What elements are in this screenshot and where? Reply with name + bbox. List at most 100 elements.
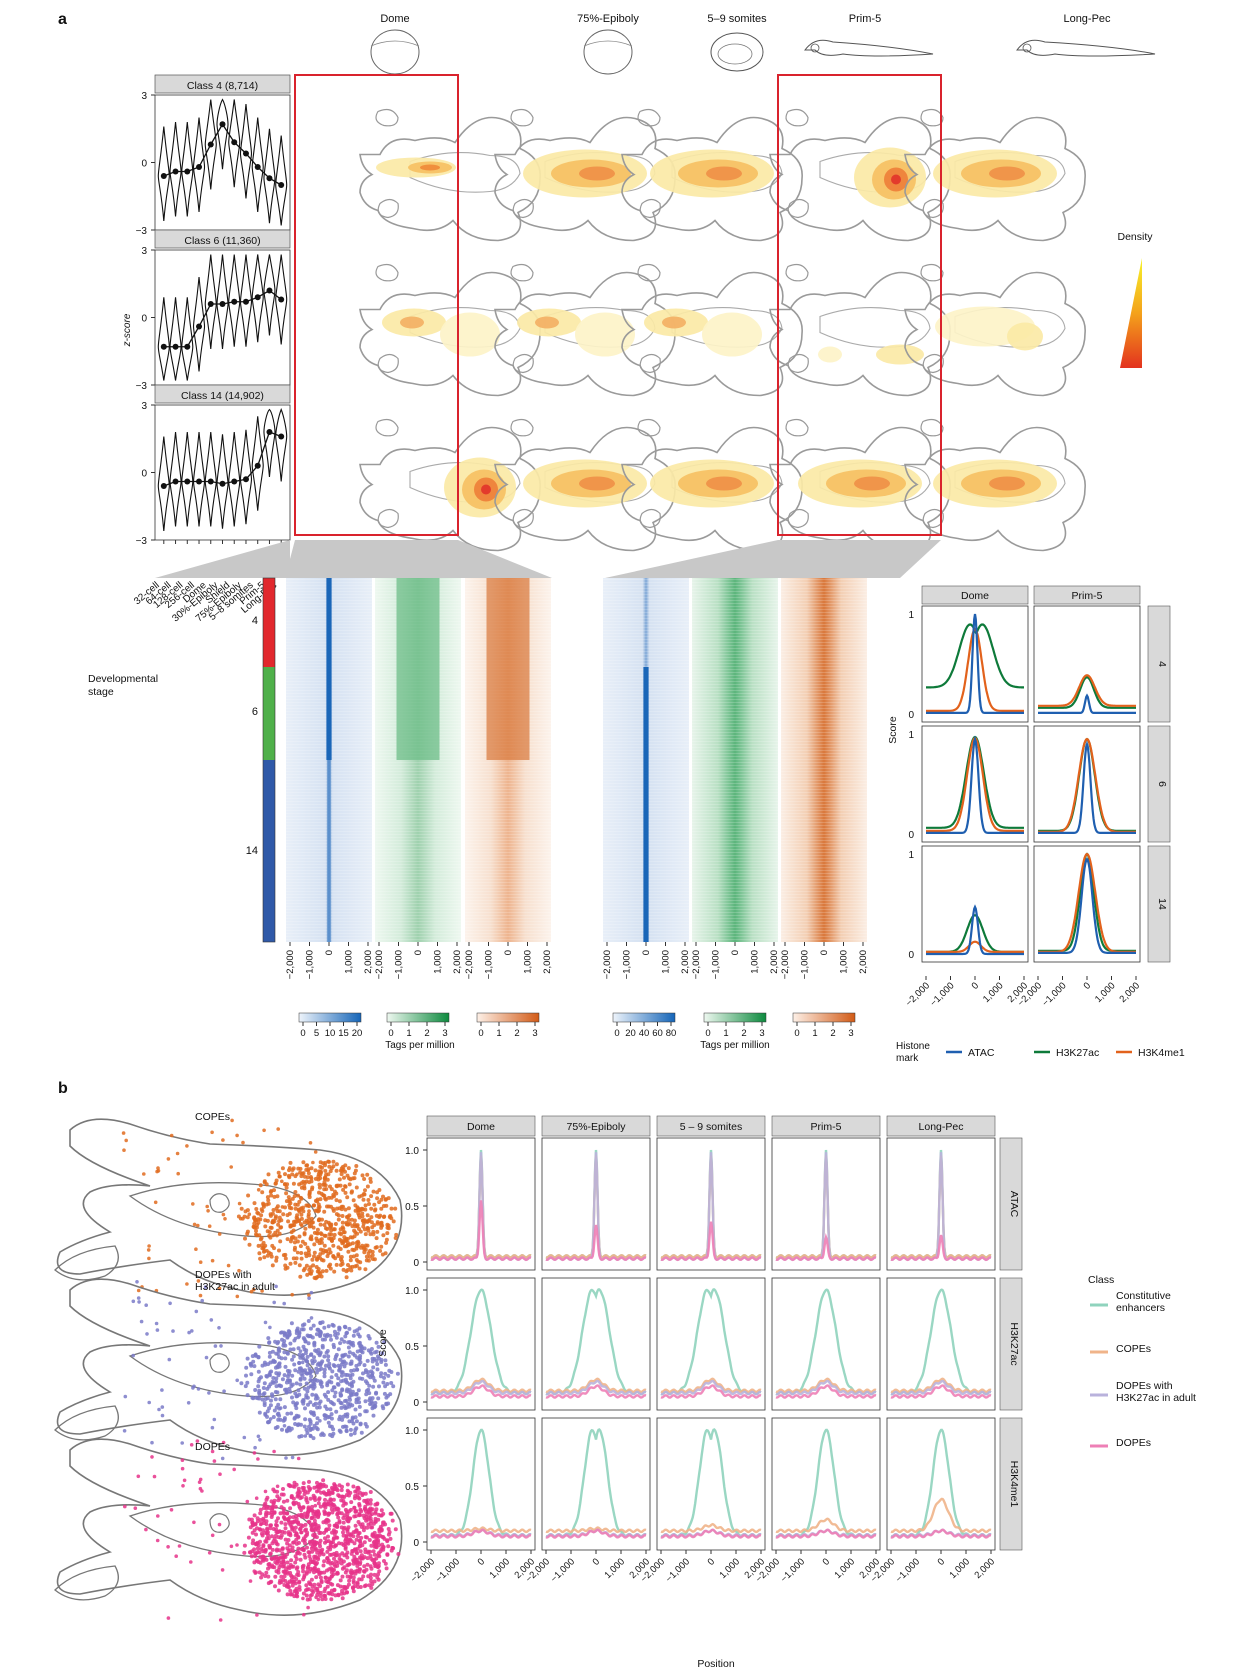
point: [295, 1202, 300, 1207]
point: [369, 1347, 374, 1351]
point: [330, 1388, 335, 1393]
point: [368, 1179, 373, 1184]
point: [354, 1185, 359, 1190]
dev-label: stage: [88, 686, 114, 698]
point: [197, 1480, 202, 1484]
point: [293, 1260, 298, 1265]
point: [139, 1319, 144, 1324]
point: [333, 1564, 338, 1569]
point: [340, 1494, 345, 1499]
point: [263, 1362, 268, 1367]
point: [389, 1370, 394, 1374]
point: [331, 1159, 336, 1164]
point: [373, 1502, 378, 1507]
point: [357, 1340, 362, 1345]
point: [299, 1530, 303, 1535]
y-tick: 3: [141, 91, 147, 102]
violin-panel: Class 6 (11,360)30−3: [136, 229, 291, 392]
point: [274, 1206, 279, 1211]
point: [342, 1324, 347, 1329]
point: [351, 1333, 356, 1338]
point: [293, 1391, 298, 1396]
point: [322, 1530, 327, 1535]
point: [255, 1526, 259, 1531]
point: [306, 1587, 311, 1592]
point: [312, 1254, 316, 1259]
line-atac: [1038, 740, 1136, 835]
point: [277, 1548, 282, 1553]
point: [332, 1588, 337, 1593]
point: [375, 1221, 380, 1226]
point: [322, 1367, 327, 1372]
point: [282, 1301, 287, 1306]
point: [328, 1400, 333, 1404]
point: [276, 1352, 280, 1357]
point: [266, 1511, 271, 1516]
point: [280, 1179, 284, 1184]
line-h3k4me1: [926, 627, 1024, 713]
point: [293, 1236, 298, 1241]
point: [175, 1151, 180, 1156]
strip: [541, 1115, 651, 1137]
point: [301, 1209, 306, 1214]
point: [267, 1350, 272, 1355]
point: [319, 1240, 324, 1245]
class-title: Class 4 (8,714): [187, 80, 258, 92]
point: [372, 1552, 377, 1557]
point: [350, 1189, 354, 1194]
point: [299, 1185, 304, 1190]
contour: [785, 263, 809, 282]
point: [250, 1395, 255, 1400]
point: [352, 1171, 357, 1176]
violin: [275, 135, 288, 226]
point: [337, 1553, 342, 1558]
y-tick: 0: [413, 1398, 419, 1409]
point: [264, 1497, 269, 1502]
point: [246, 1193, 251, 1198]
point: [378, 1513, 383, 1518]
point: [284, 1185, 289, 1190]
legend-label: Tags per million: [700, 1040, 769, 1051]
point: [361, 1513, 366, 1518]
point: [363, 1188, 367, 1193]
point: [254, 1496, 259, 1500]
point: [325, 1568, 329, 1573]
point: [303, 1417, 308, 1422]
point: [335, 1525, 340, 1529]
point: [288, 1378, 292, 1383]
point: [326, 1591, 331, 1596]
embryo-icon: [804, 39, 934, 57]
point: [341, 1424, 345, 1429]
point: [344, 1398, 349, 1403]
point: [354, 1363, 359, 1368]
point: [254, 1232, 258, 1237]
x-tick-label: 1,000: [603, 1556, 628, 1581]
point: [383, 1251, 388, 1256]
point: [296, 1388, 301, 1393]
point: [380, 1522, 385, 1527]
point: [284, 1387, 289, 1392]
point: [349, 1432, 353, 1437]
point: [366, 1258, 371, 1263]
point: [339, 1511, 344, 1516]
x-tick-label: −1,000: [549, 1556, 578, 1585]
point: [277, 1361, 282, 1366]
point: [346, 1206, 351, 1211]
line-dopes-h3k27ac: [775, 1379, 877, 1396]
point: [249, 1554, 254, 1559]
point: [272, 1194, 277, 1199]
point: [396, 1552, 401, 1556]
point: [335, 1331, 340, 1336]
point: [319, 1549, 324, 1554]
point: [156, 1514, 160, 1518]
point: [306, 1385, 311, 1390]
point: [362, 1177, 367, 1181]
point: [340, 1574, 345, 1579]
point: [181, 1484, 185, 1488]
point: [144, 1527, 148, 1532]
strip: [921, 585, 1029, 605]
point: [160, 1405, 165, 1409]
contour: [56, 1278, 403, 1456]
point: [273, 1560, 278, 1565]
point: [244, 1365, 249, 1370]
